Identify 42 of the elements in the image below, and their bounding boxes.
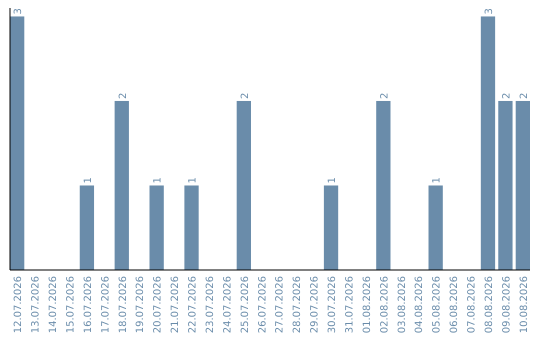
data-label: 2 — [240, 92, 251, 99]
x-tick-label: 27.07.2026 — [274, 276, 286, 334]
data-label: 1 — [432, 177, 443, 184]
x-tick-label: 14.07.2026 — [48, 276, 60, 334]
x-tick-label: 26.07.2026 — [257, 276, 268, 334]
x-tick-label: 07.08.2026 — [466, 276, 478, 334]
x-tick-label: 15.07.2026 — [65, 276, 76, 334]
x-tick-label: 17.07.2026 — [100, 276, 112, 334]
x-tick-label: 28.07.2026 — [292, 276, 304, 334]
data-label: 1 — [188, 177, 199, 184]
data-label: 2 — [501, 92, 512, 99]
x-tick-label: 03.08.2026 — [396, 276, 408, 334]
data-label: 2 — [518, 92, 530, 99]
x-tick-label: 12.07.2026 — [13, 276, 24, 334]
x-tick-label: 29.07.2026 — [310, 276, 321, 334]
data-label: 1 — [82, 177, 94, 184]
x-tick-label: 08.08.2026 — [484, 276, 495, 334]
data-label: 2 — [118, 92, 129, 99]
x-tick-label: 18.07.2026 — [118, 276, 129, 334]
x-tick-label: 13.07.2026 — [30, 276, 42, 334]
x-tick-label: 05.08.2026 — [432, 276, 443, 334]
x-tick-label: 23.07.2026 — [204, 276, 216, 334]
x-tick-label: 02.08.2026 — [379, 276, 390, 334]
x-tick-label: 22.07.2026 — [188, 276, 199, 334]
x-tick-label: 21.07.2026 — [170, 276, 182, 334]
data-label: 2 — [379, 92, 390, 99]
data-label: 3 — [484, 8, 495, 14]
data-label: 1 — [327, 177, 338, 184]
x-tick-label: 20.07.2026 — [152, 276, 164, 334]
x-tick-label: 19.07.2026 — [135, 276, 146, 334]
x-tick-label: 10.08.2026 — [518, 276, 530, 334]
x-tick-label: 04.08.2026 — [414, 276, 426, 334]
x-tick-label: 25.07.2026 — [240, 276, 251, 334]
x-tick-label: 09.08.2026 — [501, 276, 512, 334]
x-tick-label: 16.07.2026 — [82, 276, 94, 334]
x-tick-label: 06.08.2026 — [449, 276, 460, 334]
data-label: 1 — [152, 177, 164, 184]
x-tick-label: 31.07.2026 — [344, 276, 356, 334]
x-tick-label: 24.07.2026 — [222, 276, 234, 334]
x-tick-label: 30.07.2026 — [327, 276, 338, 334]
x-tick-label: 01.08.2026 — [362, 276, 373, 334]
data-label: 3 — [13, 8, 24, 14]
